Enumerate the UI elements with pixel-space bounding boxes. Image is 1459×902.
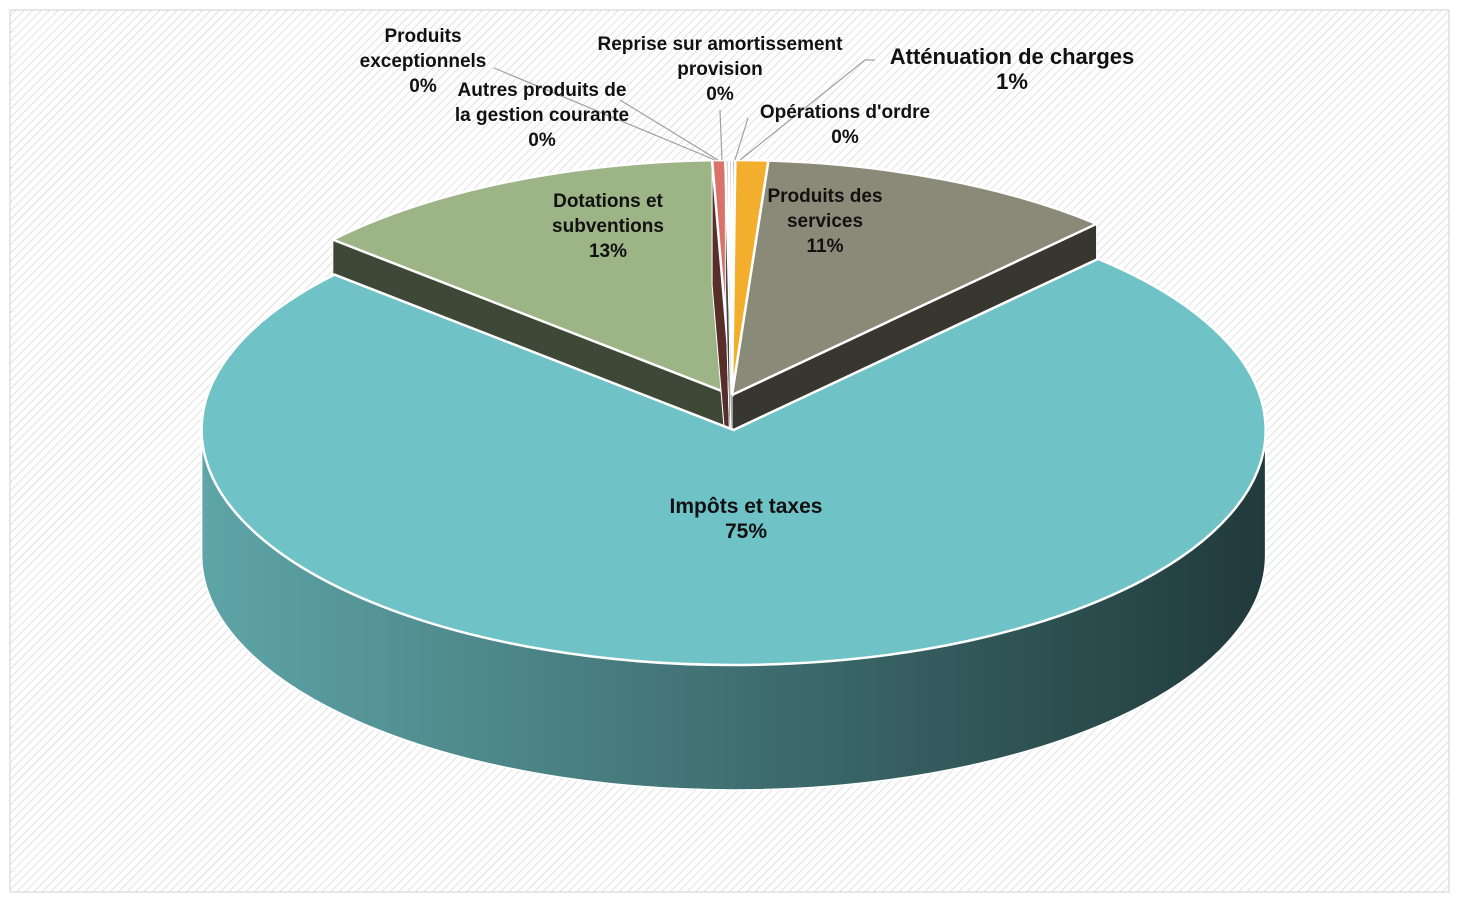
slice — [329, 158, 734, 397]
value-label: 1% — [996, 69, 1028, 94]
value-label: 11% — [806, 236, 844, 257]
slice — [200, 257, 1267, 667]
category-label: Dotations et subventions — [552, 191, 664, 237]
leader-line — [493, 67, 716, 161]
category-label: Atténuation de charges — [889, 44, 1135, 69]
data-label: Dotations et subventions 13% — [523, 189, 693, 264]
data-label: Autres produits de la gestion courante 0% — [452, 78, 632, 153]
slice — [730, 159, 1100, 398]
data-label: Impôts et taxes 75% — [586, 494, 906, 544]
leader-line — [734, 117, 749, 161]
data-label: Produits exceptionnels 0% — [338, 24, 508, 99]
category-label: Reprise sur amortissement provision — [597, 34, 843, 80]
data-label: Reprise sur amortissement provision 0% — [570, 32, 870, 107]
category-label: Autres produits de la gestion courante — [454, 80, 630, 126]
pie — [200, 158, 1267, 791]
leader-lines — [493, 59, 875, 161]
value-label: 0% — [528, 130, 556, 151]
value-label: 13% — [588, 241, 628, 262]
value-label: 0% — [409, 76, 437, 97]
data-label: Atténuation de charges 1% — [852, 44, 1172, 94]
leader-line — [619, 99, 719, 161]
category-label: Opérations d'ordre — [759, 102, 931, 123]
value-label: 75% — [724, 520, 768, 543]
category-label: Impôts et taxes — [669, 495, 823, 518]
slice — [727, 158, 734, 396]
data-label: Opérations d'ordre 0% — [730, 100, 960, 150]
value-label: 0% — [831, 127, 859, 148]
category-label: Produits exceptionnels — [359, 26, 487, 72]
leader-line — [739, 59, 875, 161]
leader-line — [719, 109, 723, 161]
value-label: 0% — [706, 84, 734, 105]
data-label: Produits des services 11% — [745, 184, 905, 259]
category-label: Produits des services — [767, 186, 883, 232]
